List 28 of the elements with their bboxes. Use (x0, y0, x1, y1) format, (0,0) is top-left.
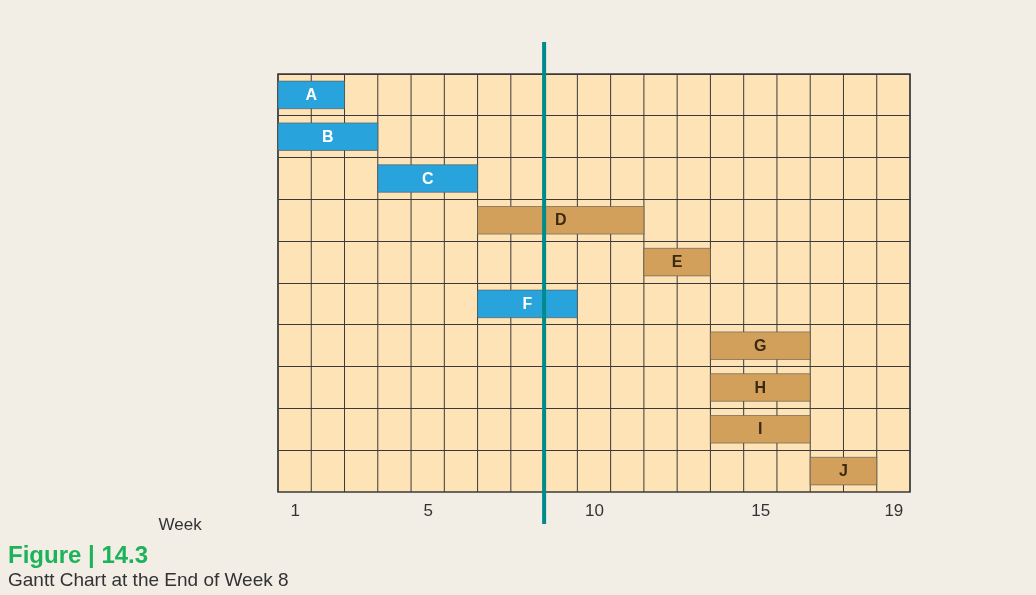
y-tick-label: G (754, 336, 767, 354)
y-tick-label: F (522, 294, 533, 312)
text: Gantt Chart at the End of Week 8 (8, 569, 289, 590)
y-tick-label: H (754, 378, 767, 396)
x-tick-label: 10 (585, 500, 604, 520)
x-tick-label: 15 (751, 500, 771, 520)
bar (377, 164, 478, 193)
x-tick-label: 1 (290, 500, 300, 520)
y-tick-label: E (671, 253, 683, 271)
bar (277, 80, 345, 109)
bar (643, 248, 711, 277)
y-tick-label: J (839, 462, 848, 480)
y-tick-label: B (322, 127, 334, 145)
y-tick-label: I (758, 420, 763, 438)
bar (477, 289, 578, 318)
bar (710, 331, 811, 360)
bar (710, 373, 811, 402)
x-tick-label: 5 (423, 500, 433, 520)
bar (710, 415, 811, 444)
bar (477, 206, 645, 235)
bar (809, 457, 878, 486)
x-axis-title: Week (158, 514, 203, 534)
x-tick-label: 19 (884, 500, 904, 520)
y-tick-label: C (421, 169, 434, 187)
bar (277, 122, 379, 151)
y-tick-label: D (554, 211, 567, 229)
y-tick-label: A (305, 85, 318, 103)
text: Figure | 14.3 (8, 541, 149, 568)
